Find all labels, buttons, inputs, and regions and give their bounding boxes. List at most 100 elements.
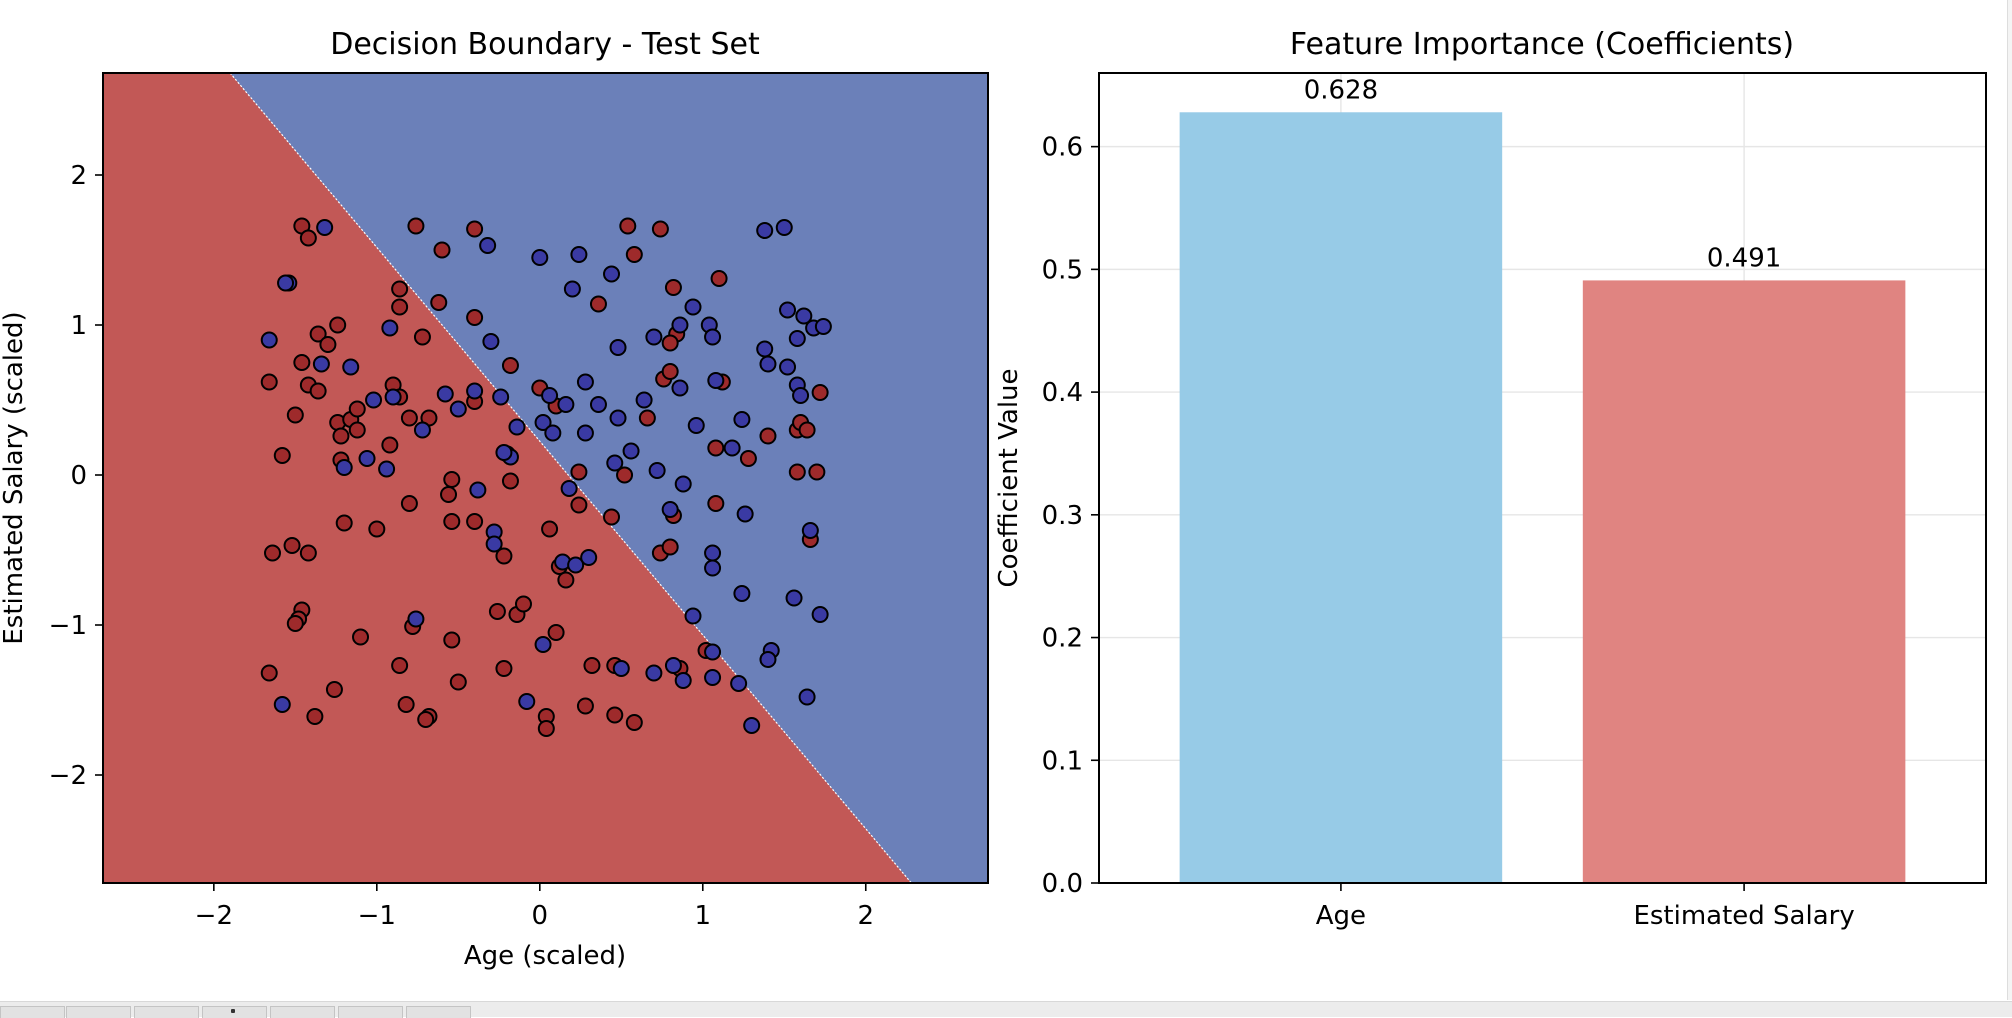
decision-boundary-panel: Decision Boundary - Test Set −2 −1 0 1 2 −2−… [0,27,989,971]
class0-point [495,660,513,677]
class0-point [638,409,656,427]
x-tick-label: −2 [195,901,233,931]
class0-point [309,382,327,400]
class0-point [583,657,601,674]
class1-point [671,316,689,334]
class1-point [260,331,278,349]
class1-point [492,388,510,406]
scatter-points [260,217,832,737]
class1-point [563,280,581,298]
class1-point [589,396,607,413]
class1-point [277,274,295,292]
class1-point [645,328,663,346]
class1-point [779,358,797,376]
class1-point [358,450,376,467]
class0-point [391,298,409,316]
class0-point [798,421,816,439]
feature-importance-panel: Feature Importance (Coefficients) 0.6280… [994,27,1987,931]
class0-point [368,520,386,538]
class1-point [801,522,819,539]
class0-point [619,217,637,235]
class1-point [671,379,689,397]
taskbar-button[interactable] [134,1006,199,1018]
y-tick-label: 0.1 [1042,746,1083,776]
class1-point [645,664,663,682]
class1-point [684,607,702,625]
class1-point [788,330,806,347]
x-tick-label: 0 [532,901,549,931]
class1-point [384,388,402,406]
class0-point [443,631,461,649]
class1-point [381,319,399,337]
class0-point [501,357,519,374]
class1-point [775,219,793,236]
taskbar-button[interactable] [270,1006,335,1018]
class0-point [570,463,588,481]
class1-point [576,424,594,442]
class0-point [707,439,725,457]
class0-point [661,334,679,352]
class1-point [723,439,741,457]
class0-point [332,427,350,445]
class1-point [316,219,334,236]
bar-value-label: 0.491 [1707,243,1781,273]
class0-point [576,697,594,715]
class1-point [661,501,679,518]
class1-point [674,475,692,493]
class1-point [378,460,396,478]
class0-point [283,537,301,554]
bar-estimated-salary [1582,280,1906,884]
class1-point [609,339,627,356]
class0-point [664,279,682,296]
class0-point [443,513,461,530]
class1-point [534,414,552,431]
class0-point [759,427,777,445]
class1-point [756,340,774,358]
taskbar-button[interactable] [202,1006,267,1018]
class1-point [495,444,513,461]
class1-point [759,651,777,668]
class1-point [622,442,640,460]
class1-point [273,696,291,713]
class0-point [707,495,725,512]
left-y-axis-label: Estimated Salary (scaled) [0,311,29,644]
class0-point [381,436,399,454]
class1-point [687,417,705,434]
class1-point [704,669,722,686]
class0-point [260,664,278,682]
class0-point [309,325,327,343]
class0-point [466,220,484,238]
taskbar-button[interactable] [406,1006,471,1018]
class0-point [440,486,458,503]
taskbar-button[interactable] [338,1006,403,1018]
class1-point [580,549,598,566]
class0-point [547,624,565,641]
y-tick-label: 1 [70,311,87,341]
class1-point [541,387,559,404]
class1-point [811,606,829,623]
class1-point [635,391,653,409]
class1-point [733,411,751,428]
bar-age [1179,112,1503,884]
x-tick-label: 2 [857,901,874,931]
class0-point [400,495,418,512]
class0-point [286,615,304,632]
class0-point [616,466,634,484]
class0-point [391,280,409,298]
class0-point [329,316,347,334]
right-x-ticks: Age Estimated Salary [1316,883,1855,931]
class0-point [417,711,435,728]
class1-point [335,459,353,476]
class0-point [625,714,643,731]
class1-point [449,400,467,418]
y-tick-label: 0.4 [1042,378,1083,408]
taskbar-button[interactable] [0,1006,65,1018]
category-label: Estimated Salary [1633,901,1854,931]
class1-point [792,387,810,404]
taskbar-button[interactable] [66,1006,131,1018]
class0-point [808,463,826,481]
class1-point [814,318,832,335]
y-tick-label: 0.6 [1042,133,1083,163]
y-tick-label: 0 [70,461,87,491]
